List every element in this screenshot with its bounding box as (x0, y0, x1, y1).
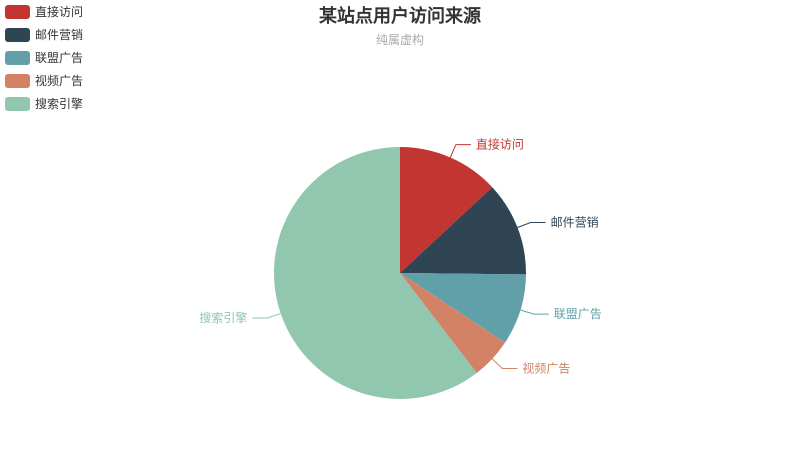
legend-item[interactable]: 视频广告 (5, 73, 83, 88)
slice-label: 联盟广告 (554, 307, 602, 321)
label-leader-line (517, 222, 546, 228)
label-leader-line (491, 358, 518, 369)
slice-label: 邮件营销 (551, 216, 599, 230)
legend-label: 搜索引擎 (35, 96, 83, 111)
legend-item[interactable]: 直接访问 (5, 4, 83, 19)
legend-swatch (5, 97, 30, 111)
label-leader-line (449, 144, 471, 158)
legend-item[interactable]: 搜索引擎 (5, 96, 83, 111)
legend-swatch (5, 28, 30, 42)
legend-label: 视频广告 (35, 73, 83, 88)
chart-subtitle: 纯属虚构 (376, 32, 424, 47)
slice-label: 视频广告 (522, 361, 570, 376)
pie-slice[interactable] (400, 187, 526, 275)
pie-slices (273, 147, 526, 399)
legend-label: 直接访问 (35, 4, 83, 19)
legend-swatch (5, 74, 30, 88)
label-leader-line (252, 313, 281, 319)
legend-item[interactable]: 联盟广告 (5, 51, 83, 65)
pie-slice[interactable] (400, 273, 506, 373)
slice-label: 搜索引擎 (199, 310, 247, 325)
label-leader-line (520, 309, 549, 315)
pie-slice[interactable] (273, 147, 477, 399)
pie-slice[interactable] (400, 273, 526, 343)
legend-label: 邮件营销 (35, 28, 83, 42)
chart-title: 某站点用户访问来源 (319, 5, 481, 27)
legend-item[interactable]: 邮件营销 (5, 28, 83, 42)
pie-slice[interactable] (400, 147, 493, 273)
legend-label: 联盟广告 (35, 51, 83, 65)
slice-label: 直接访问 (476, 137, 524, 152)
legend-swatch (5, 51, 30, 65)
legend-swatch (5, 5, 30, 19)
